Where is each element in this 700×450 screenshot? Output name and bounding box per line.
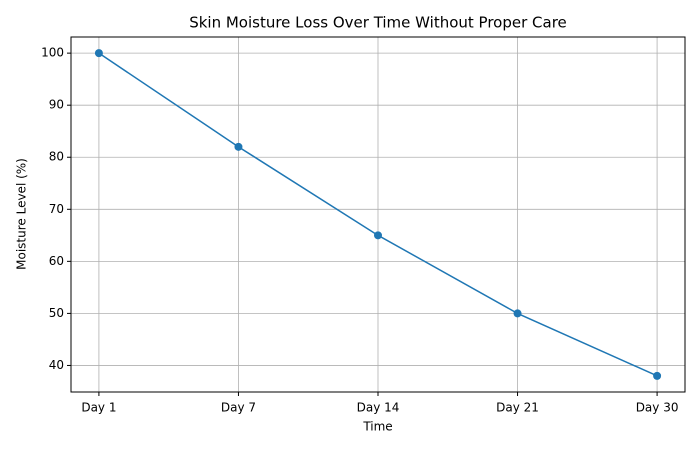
y-tick-label: 50 — [49, 306, 64, 320]
y-tick-label: 40 — [49, 358, 64, 372]
y-tick-label: 100 — [41, 46, 64, 60]
data-point — [234, 142, 243, 151]
y-tick-label: 60 — [49, 254, 64, 268]
y-tick-label: 90 — [49, 98, 64, 112]
x-tick-label: Day 1 — [81, 401, 116, 415]
x-tick-label: Day 21 — [496, 401, 539, 415]
data-point — [94, 49, 103, 58]
y-tick-label: 80 — [49, 150, 64, 164]
x-tick-label: Day 14 — [357, 401, 400, 415]
data-point — [374, 231, 382, 240]
y-tick-label: 70 — [49, 202, 64, 216]
x-tick-label: Day 7 — [221, 401, 256, 415]
y-axis-label: Moisture Level (%) — [15, 158, 29, 270]
x-axis-label: Time — [362, 420, 392, 434]
data-point — [513, 309, 522, 318]
data-point — [653, 371, 662, 380]
plot-frame — [70, 36, 686, 393]
x-tick-label: Day 30 — [636, 401, 679, 415]
chart-title: Skin Moisture Loss Over Time Without Pro… — [189, 14, 567, 32]
